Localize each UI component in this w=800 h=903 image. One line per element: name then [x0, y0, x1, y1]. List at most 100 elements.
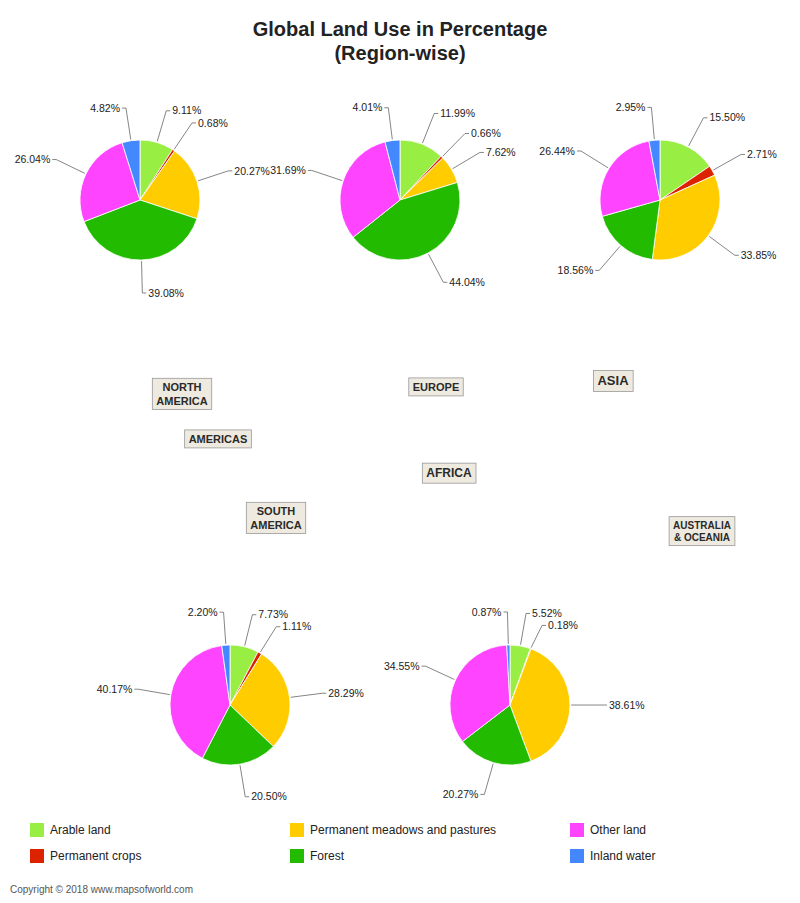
leader-line: [571, 705, 607, 706]
pie: 15.50%2.71%33.85%18.56%26.44%2.95%: [539, 101, 777, 276]
region-label-text: EUROPE: [413, 381, 459, 393]
leader-line: [647, 107, 654, 139]
slice: [122, 140, 140, 200]
legend-swatch: [30, 823, 44, 837]
data-label: 20.27%: [234, 165, 270, 177]
data-label: 26.04%: [15, 153, 51, 165]
region-label-text: AUSTRALIA& OCEANIA: [673, 520, 731, 543]
leader-line: [595, 246, 620, 270]
data-label: 11.99%: [440, 107, 475, 119]
region-label: ASIA: [593, 370, 633, 391]
region-label: AUSTRALIA& OCEANIA: [669, 517, 735, 546]
slice: [385, 140, 400, 200]
leader-line: [453, 152, 484, 168]
note: Copyright © 2018 www.mapsofworld.com: [10, 884, 193, 895]
region-label-text: ASIA: [597, 373, 629, 388]
leader-line: [245, 615, 257, 646]
leader-line: [521, 613, 530, 644]
legend-swatch: [570, 849, 584, 863]
data-label: 7.73%: [258, 608, 288, 620]
region-label: AMERICAS: [185, 430, 252, 448]
leader-line: [174, 123, 196, 149]
leader-line: [531, 625, 546, 647]
label-box: [185, 430, 252, 448]
legend-label: Forest: [310, 849, 345, 863]
leader-line: [443, 133, 469, 156]
leader-line: [122, 108, 131, 139]
region-label: NORTHAMERICA: [152, 378, 211, 409]
legend-label: Permanent meadows and pastures: [310, 823, 496, 837]
legend-label: Permanent crops: [50, 849, 141, 863]
legend-item: Forest: [290, 849, 345, 863]
pie: 7.73%1.11%28.29%20.50%40.17%2.20%: [97, 606, 364, 803]
leader-line: [689, 118, 708, 146]
legend-swatch: [290, 823, 304, 837]
title: Global Land Use in Percentage(Region-wis…: [253, 18, 548, 64]
leader-line: [291, 693, 327, 697]
data-label: 1.11%: [282, 620, 311, 632]
region-label-text: AMERICAS: [189, 433, 248, 445]
legend-label: Arable land: [50, 823, 111, 837]
data-label: 18.56%: [558, 264, 594, 276]
slice: [170, 646, 230, 759]
leader-line: [198, 171, 232, 181]
leader-line: [308, 170, 342, 180]
data-label: 33.85%: [741, 249, 777, 261]
legend-label: Inland water: [590, 849, 655, 863]
pie: 11.99%0.66%7.62%44.04%31.69%4.01%: [270, 101, 516, 288]
leader-line: [142, 261, 147, 293]
data-label: 26.44%: [539, 145, 575, 157]
leader-line: [713, 154, 745, 170]
leader-line: [240, 765, 249, 796]
leader-line: [134, 689, 169, 694]
data-label: 4.01%: [353, 101, 383, 113]
region-label-text: AFRICA: [426, 466, 472, 480]
label-box: [409, 378, 463, 396]
region-label-text: NORTHAMERICA: [156, 381, 207, 406]
slice: [450, 645, 510, 741]
label-box: [152, 378, 211, 409]
data-label: 0.68%: [198, 117, 228, 129]
legend-item: Arable land: [30, 823, 111, 837]
legend-item: Permanent crops: [30, 849, 141, 863]
legend-item: Other land: [570, 823, 646, 837]
leader-line: [260, 627, 280, 652]
data-label: 31.69%: [270, 164, 306, 176]
data-label: 2.71%: [747, 148, 777, 160]
slice: [222, 645, 230, 705]
slice: [507, 645, 510, 705]
data-label: 0.66%: [471, 127, 501, 139]
leader-line: [503, 612, 508, 644]
legend-swatch: [290, 849, 304, 863]
leader-line: [577, 151, 608, 168]
legend: Arable land Permanent crops Permanent mead…: [30, 823, 655, 863]
leader-line: [52, 160, 85, 174]
leader-line: [709, 236, 739, 255]
slice: [649, 140, 660, 200]
data-label: 2.20%: [188, 606, 218, 618]
leader-line: [220, 612, 226, 644]
data-label: 20.27%: [443, 788, 479, 800]
data-label: 4.82%: [90, 102, 120, 114]
leader-line: [421, 666, 454, 679]
legend-item: Permanent meadows and pastures: [290, 823, 496, 837]
legend-item: Inland water: [570, 849, 655, 863]
data-label: 15.50%: [710, 111, 746, 123]
leader-line: [423, 114, 439, 144]
legend-label: Other land: [590, 823, 646, 837]
data-label: 20.50%: [251, 790, 287, 802]
chart: Global Land Use in Percentage(Region-wis…: [0, 0, 800, 903]
data-label: 9.11%: [172, 104, 201, 116]
data-label: 44.04%: [449, 276, 485, 288]
leader-line: [480, 764, 493, 795]
data-label: 28.29%: [328, 687, 364, 699]
region-label: EUROPE: [409, 378, 463, 396]
legend-swatch: [570, 823, 584, 837]
region-label-text: SOUTHAMERICA: [250, 505, 301, 530]
label-box: [246, 502, 305, 533]
data-label: 5.52%: [532, 607, 562, 619]
data-label: 39.08%: [148, 287, 184, 299]
leader-line: [384, 108, 392, 140]
copyright: Copyright © 2018 www.mapsofworld.com: [10, 884, 193, 895]
pie: 5.52%0.18%38.61%20.27%34.55%0.87%: [384, 606, 645, 800]
